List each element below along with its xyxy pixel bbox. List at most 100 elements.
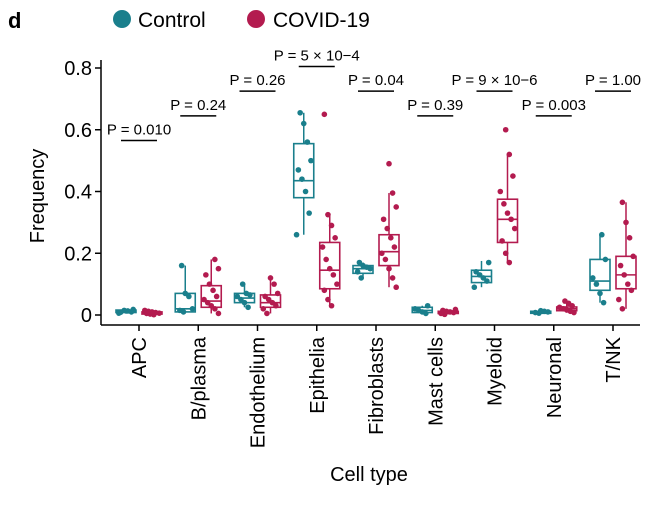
data-point (328, 222, 335, 229)
box-groups (115, 109, 637, 318)
data-point (473, 268, 479, 275)
data-point (264, 310, 270, 317)
data-point (213, 293, 220, 300)
legend-swatch-covid (247, 10, 265, 28)
data-point (325, 211, 331, 218)
data-point (215, 310, 222, 317)
panel-label: d (8, 8, 21, 33)
data-point (617, 262, 624, 269)
box-group (318, 111, 341, 309)
box-body (589, 258, 611, 292)
data-point (501, 201, 507, 207)
y-tick-label: 0 (81, 305, 92, 327)
data-point (358, 275, 365, 281)
box-group (115, 306, 137, 316)
data-point (511, 225, 518, 232)
y-tick-label: 0.2 (64, 243, 92, 265)
box-group (496, 126, 519, 266)
data-point (597, 290, 603, 297)
p-value-label: P = 0.010 (107, 122, 171, 139)
data-point (382, 256, 389, 263)
data-point (485, 259, 492, 266)
x-axis: APC B/plasma Endothelium Epithelia Fibroblas… (101, 324, 640, 448)
p-value-label: P = 0.24 (170, 97, 226, 114)
data-point (182, 290, 189, 297)
data-point (306, 210, 312, 216)
data-point (308, 157, 314, 164)
data-point (300, 120, 307, 127)
data-point (295, 167, 302, 173)
data-point (178, 262, 185, 269)
data-point (508, 216, 514, 223)
box-group (292, 109, 315, 238)
data-point (271, 281, 277, 287)
data-point (388, 235, 394, 241)
x-axis-title: Cell type (330, 464, 408, 486)
data-point (210, 287, 216, 294)
data-point (556, 304, 563, 311)
box-group (555, 298, 578, 316)
box-group (233, 281, 256, 311)
data-point (389, 190, 396, 196)
box-body (496, 198, 519, 244)
x-tick-label: Neuronal (544, 337, 566, 418)
data-point (412, 306, 418, 312)
data-point (201, 296, 207, 303)
data-point (215, 265, 222, 272)
box-group (470, 259, 493, 291)
data-point (321, 287, 328, 294)
data-point (243, 290, 250, 297)
x-tick-label: B/plasma (188, 336, 210, 420)
data-point (319, 244, 326, 250)
data-point (293, 231, 300, 238)
data-point (130, 306, 136, 313)
box-body (318, 241, 341, 290)
data-point (203, 272, 209, 278)
x-tick-label: APC (129, 337, 151, 378)
box-group (437, 306, 460, 318)
data-point (621, 272, 627, 278)
p-value-label: P = 1.00 (585, 72, 641, 89)
y-tick-label: 0.6 (64, 120, 92, 142)
data-point (356, 259, 363, 266)
box-group (352, 259, 374, 281)
legend-label-covid: COVID-19 (273, 9, 370, 32)
data-point (593, 281, 600, 287)
box-body (378, 233, 400, 267)
data-point (330, 272, 337, 278)
data-point (323, 256, 329, 263)
data-point (206, 281, 213, 287)
data-point (212, 256, 218, 263)
data-point (506, 259, 513, 266)
data-point (616, 296, 622, 303)
data-point (452, 306, 459, 313)
p-value-label: P = 0.26 (229, 72, 285, 89)
data-point (619, 199, 626, 206)
data-point (262, 293, 268, 300)
data-point (379, 250, 385, 257)
data-point (245, 304, 251, 311)
data-point (267, 275, 274, 281)
y-tick-label: 0.8 (64, 58, 92, 80)
data-point (328, 302, 335, 309)
box-body (292, 142, 315, 199)
x-tick-label: Epithelia (307, 336, 329, 414)
data-point (389, 275, 396, 281)
data-point (142, 307, 148, 314)
data-point (590, 275, 596, 281)
data-point (600, 299, 607, 306)
box-group (378, 160, 400, 291)
data-point (499, 238, 505, 244)
data-point (177, 307, 183, 314)
x-tick-label: T/NK (603, 336, 625, 382)
data-point (274, 290, 281, 297)
data-point (537, 307, 544, 314)
data-point (332, 235, 338, 241)
box-group (141, 307, 163, 318)
data-point (189, 306, 196, 312)
data-point (626, 235, 633, 241)
p-value-label: P = 5 × 10−4 (274, 47, 360, 64)
data-point (619, 306, 626, 312)
data-point (234, 293, 241, 300)
